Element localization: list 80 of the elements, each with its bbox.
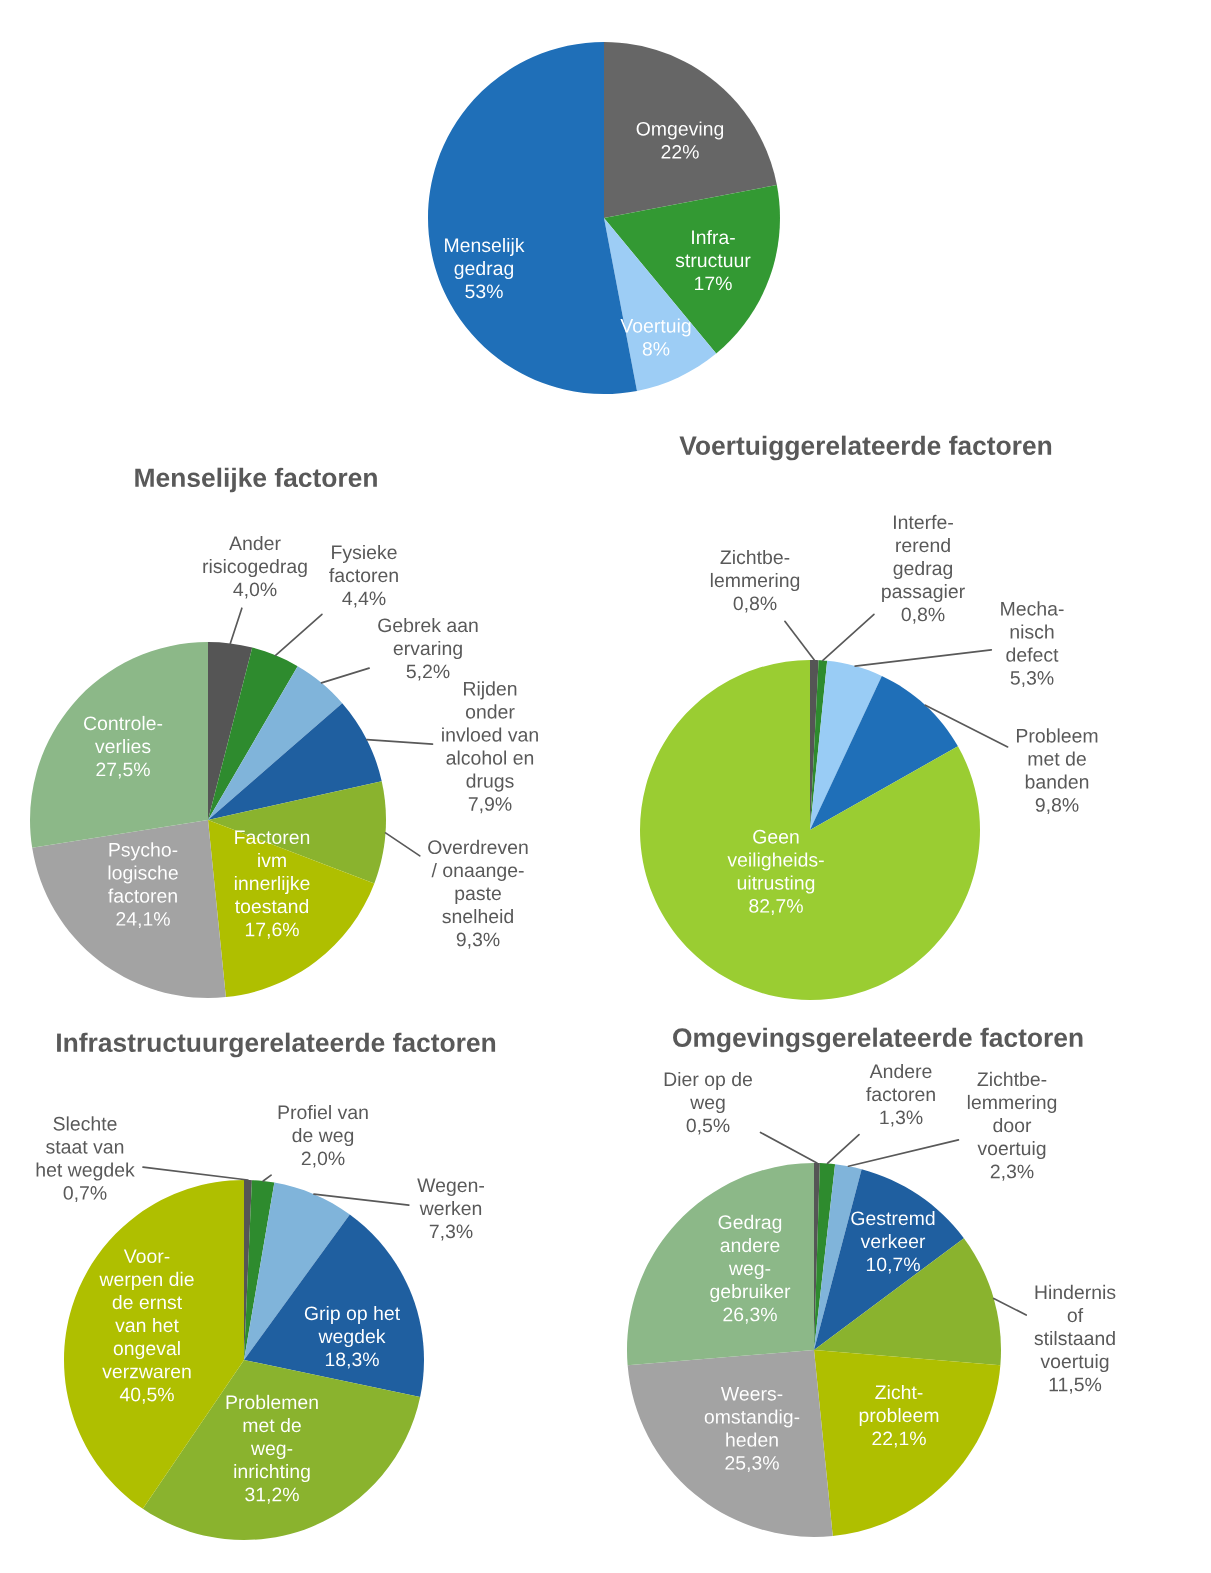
- slice-label: Geen veiligheids- uitrusting: [727, 829, 824, 894]
- data-label: 1,3%: [880, 1110, 923, 1127]
- pie-slice: [810, 660, 882, 830]
- slice-label: Probleem met de banden: [1016, 728, 1098, 789]
- data-label: 9,8%: [1035, 798, 1079, 815]
- slice-label: Weers- omstandig- heden: [704, 1387, 800, 1447]
- slice-label: Profiel van de weg: [278, 1104, 368, 1147]
- data-label: 7,9%: [468, 797, 512, 814]
- pie-slice: [814, 1350, 1001, 1537]
- slice-label: Infra- structuur: [675, 229, 751, 268]
- slice-label: Zichtbe- lemmering: [710, 549, 800, 592]
- data-label: 18,3%: [325, 1352, 379, 1369]
- pie-slice: [208, 820, 375, 998]
- slice-label: Rijden onder invloed van alcohol en drugs: [442, 681, 538, 792]
- slice-label: Hindernis of stilstaand voertuig: [1034, 1284, 1116, 1373]
- slice-label: Overdreven / onaange- paste snelheid: [428, 839, 528, 924]
- data-label: 11,5%: [1049, 1377, 1102, 1394]
- slice-label: Mecha- nisch defect: [1001, 601, 1064, 662]
- slice-label: Factoren ivm innerlijke toestand: [234, 830, 310, 914]
- data-label: 26,3%: [723, 1307, 777, 1324]
- pie-slice: [208, 666, 343, 820]
- data-label: 22,1%: [872, 1431, 926, 1448]
- data-label: 4,0%: [233, 582, 277, 599]
- pie-slice: [640, 660, 980, 1000]
- data-label: 0,8%: [733, 596, 777, 613]
- pie-slice: [244, 1180, 275, 1360]
- pie-slice: [814, 1169, 964, 1350]
- data-label: 0,5%: [686, 1118, 730, 1135]
- data-label: 5,2%: [406, 664, 450, 681]
- slice-label: Andere factoren: [866, 1063, 935, 1102]
- slice-label: Problemen met de weg- inrichting: [226, 1394, 318, 1483]
- slice-label: Menselijk gedrag: [445, 237, 525, 280]
- data-label: 27,5%: [96, 762, 150, 779]
- slice-label: Gebrek aan ervaring: [378, 617, 478, 660]
- chart-title: Infrastructuurgerelateerde factoren: [57, 1032, 496, 1058]
- data-label: 7,3%: [429, 1224, 473, 1241]
- pie-slice: [604, 42, 777, 218]
- slice-label: Gestremd verkeer: [851, 1210, 935, 1249]
- data-label: 8%: [642, 341, 670, 356]
- data-label: 53%: [465, 284, 503, 299]
- data-label: 24,1%: [116, 912, 170, 929]
- chart-title: Voertuiggerelateerde factoren: [679, 435, 1052, 461]
- slice-label: Omgeving: [636, 121, 724, 140]
- data-label: 10,7%: [866, 1257, 920, 1274]
- slice-label: Grip op het wegdek: [304, 1305, 400, 1348]
- pie-slice: [627, 1350, 833, 1537]
- slice-label: Wegen- werken: [417, 1178, 485, 1216]
- data-label: 22%: [661, 144, 699, 159]
- slice-label: Fysieke factoren: [329, 544, 398, 583]
- slice-label: Controle- verlies: [84, 715, 163, 754]
- slice-label: Ander risicogedrag: [203, 535, 307, 578]
- chart-title: Menselijke factoren: [135, 467, 377, 493]
- pie-slice: [208, 703, 382, 820]
- data-label: 2,0%: [301, 1151, 345, 1168]
- slice-label: Zicht- probleem: [859, 1384, 939, 1427]
- slice-label: Slechte staat van het wegdek: [36, 1116, 135, 1181]
- slice-label: Gedrag andere weg- gebruiker: [710, 1214, 791, 1303]
- data-label: 40,5%: [119, 1387, 174, 1404]
- pie-slice: [604, 185, 780, 354]
- pie-slice: [810, 675, 958, 830]
- data-label: 2,3%: [990, 1164, 1034, 1181]
- data-label: 82,7%: [749, 899, 803, 916]
- data-label: 17%: [695, 276, 732, 291]
- data-label: 9,3%: [456, 932, 500, 949]
- pie-slice: [32, 820, 226, 998]
- data-label: 4,4%: [342, 591, 386, 608]
- chart-title: Omgevingsgerelateerde factoren: [673, 1027, 1083, 1053]
- pie-slice: [208, 647, 298, 820]
- slice-label: Interfe- rerend gedrag passagier: [882, 514, 965, 603]
- slice-label: Zichtbe- lemmering door voertuig: [967, 1071, 1057, 1160]
- slice-label: Voor- werpen die de ernst van het ongeval verzwaren: [99, 1249, 194, 1379]
- slice-label: Psycho- logische factoren: [108, 842, 178, 903]
- data-label: 5,3%: [1010, 671, 1054, 688]
- data-label: 0,8%: [901, 607, 945, 624]
- slice-label: Dier op de weg: [664, 1071, 752, 1114]
- data-label: 17,6%: [245, 922, 299, 939]
- pie-slice: [627, 1163, 814, 1366]
- data-label: 0,7%: [63, 1186, 107, 1203]
- data-label: 31,2%: [245, 1487, 299, 1504]
- data-label: 25,3%: [725, 1456, 779, 1473]
